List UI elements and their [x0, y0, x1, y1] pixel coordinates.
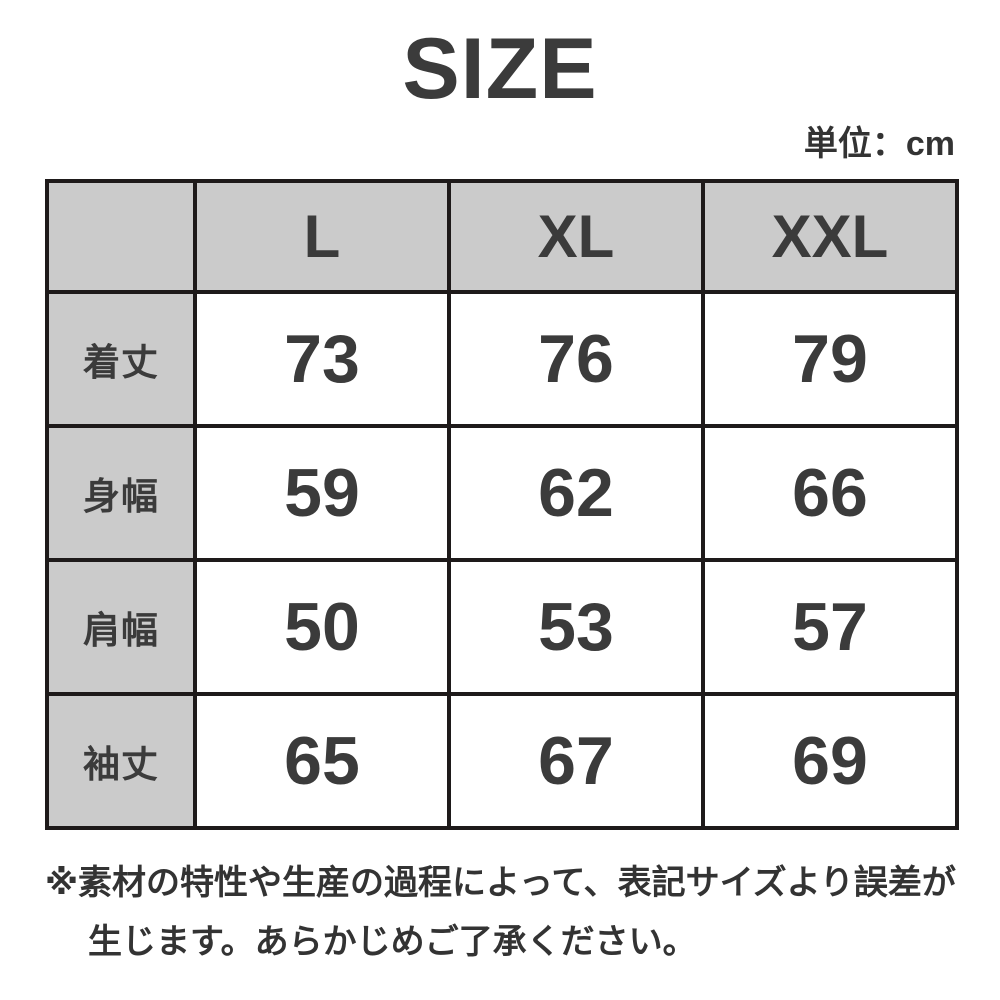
- size-header-xxl: XXL: [701, 179, 959, 295]
- value-cell: 66: [701, 424, 959, 563]
- value-cell: 65: [193, 692, 451, 831]
- value-cell: 50: [193, 558, 451, 697]
- size-header-l: L: [193, 179, 451, 295]
- value-cell: 73: [193, 290, 451, 429]
- table-row: 着丈 73 76 79: [45, 290, 959, 429]
- value-cell: 69: [701, 692, 959, 831]
- row-label-shoulder-width: 肩幅: [45, 558, 197, 697]
- row-label-body-width: 身幅: [45, 424, 197, 563]
- value-cell: 76: [447, 290, 705, 429]
- table-header-row: L XL XXL: [45, 179, 959, 295]
- disclaimer-note: ※素材の特性や生産の過程によって、表記サイズより誤差が 生じます。あらかじめご了…: [45, 854, 970, 971]
- disclaimer-line-1: ※素材の特性や生産の過程によって、表記サイズより誤差が: [45, 864, 956, 903]
- table-row: 袖丈 65 67 69: [45, 692, 959, 831]
- size-table: L XL XXL 着丈 73 76 79 身幅 59 62 66 肩幅 50 5…: [45, 179, 959, 831]
- value-cell: 57: [701, 558, 959, 697]
- value-cell: 53: [447, 558, 705, 697]
- table-row: 肩幅 50 53 57: [45, 558, 959, 697]
- value-cell: 59: [193, 424, 451, 563]
- value-cell: 79: [701, 290, 959, 429]
- table-row: 身幅 59 62 66: [45, 424, 959, 563]
- disclaimer-line-2: 生じます。あらかじめご了承ください。: [88, 922, 697, 961]
- page-title: SIZE: [402, 21, 598, 117]
- unit-label: 単位：cm: [803, 125, 955, 164]
- row-label-sleeve-length: 袖丈: [45, 692, 197, 831]
- size-header-xl: XL: [447, 179, 705, 295]
- row-label-body-length: 着丈: [45, 290, 197, 429]
- value-cell: 67: [447, 692, 705, 831]
- corner-cell: [45, 179, 197, 295]
- value-cell: 62: [447, 424, 705, 563]
